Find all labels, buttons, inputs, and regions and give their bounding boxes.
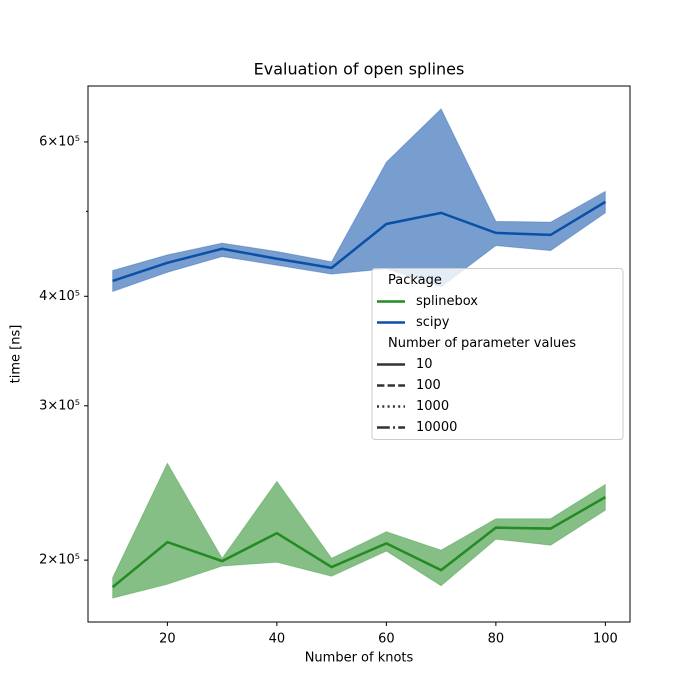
x-axis-label: Number of knots xyxy=(305,651,414,666)
legend-label: splinebox xyxy=(416,294,478,309)
confidence-band xyxy=(112,462,606,599)
x-tick-label: 100 xyxy=(593,632,618,647)
chart-title: Evaluation of open splines xyxy=(254,60,465,79)
legend-subtitle: Number of parameter values xyxy=(388,336,576,351)
x-tick-label: 20 xyxy=(159,632,176,647)
confidence-band xyxy=(112,108,606,293)
line xyxy=(112,200,607,283)
x-tick-label: 60 xyxy=(378,632,395,647)
legend-label: 10 xyxy=(416,357,433,372)
plot-frame xyxy=(87,85,631,623)
y-tick-label: 3×10⁵ xyxy=(39,398,80,413)
legend-label: 10000 xyxy=(416,420,457,435)
x-tick-label: 80 xyxy=(488,632,505,647)
legend-label: scipy xyxy=(416,315,450,330)
y-axis-label: time [ns] xyxy=(9,325,24,384)
x-tick-label: 40 xyxy=(269,632,286,647)
line xyxy=(111,496,606,589)
legend-label: 100 xyxy=(416,378,441,393)
legend-title: Package xyxy=(388,273,442,288)
y-tick-label: 2×10⁵ xyxy=(39,553,80,568)
legend-box xyxy=(371,268,624,440)
y-tick-label: 4×10⁵ xyxy=(39,289,80,304)
legend-label: 1000 xyxy=(416,399,449,414)
y-tick-label: 6×10⁵ xyxy=(39,134,80,149)
